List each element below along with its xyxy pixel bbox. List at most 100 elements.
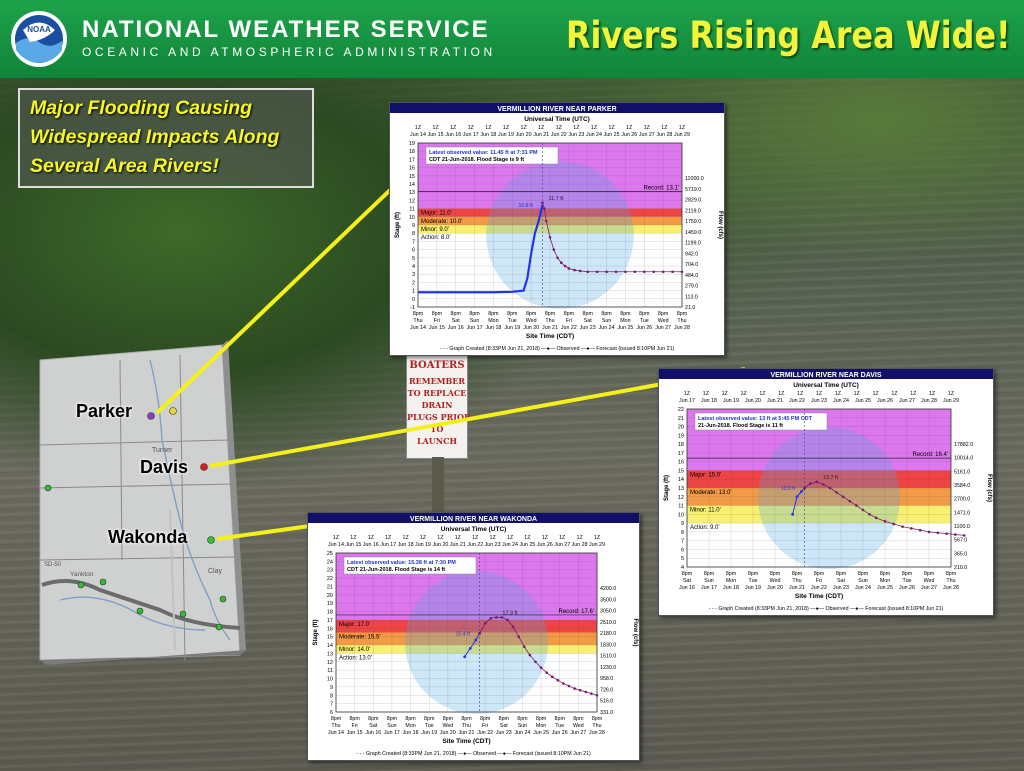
stage-tick-label: 12 bbox=[678, 495, 684, 501]
stage-tick-label: 4 bbox=[412, 264, 415, 270]
gauge-marker-green[interactable] bbox=[219, 595, 227, 603]
forecast-point bbox=[584, 690, 588, 694]
site-day-tick: Mon bbox=[405, 723, 415, 729]
site-date-tick: Jun 18 bbox=[723, 585, 739, 591]
site-date-tick: Jun 21 bbox=[789, 585, 805, 591]
stage-tick-label: 17 bbox=[409, 157, 415, 163]
utc-date-label: Jun 21 bbox=[533, 132, 549, 138]
gauge-marker-green[interactable] bbox=[99, 578, 107, 586]
gauge-marker-green[interactable] bbox=[136, 607, 144, 615]
forecast-point bbox=[680, 270, 684, 274]
utc-tick-label: 1Z bbox=[433, 125, 440, 131]
forecast-point bbox=[573, 268, 576, 272]
forecast-point bbox=[868, 513, 871, 516]
site-day-tick: Tue bbox=[903, 578, 912, 584]
sign-line-4: DRAIN bbox=[421, 400, 453, 410]
flow-tick-label: 4200.0 bbox=[600, 586, 616, 592]
stage-tick-label: 23 bbox=[327, 568, 333, 574]
stage-tick-label: 9 bbox=[330, 685, 333, 691]
utc-tick-label: 1Z bbox=[350, 535, 357, 541]
site-day-tick: Tue bbox=[640, 318, 649, 324]
sign-post bbox=[432, 457, 444, 517]
site-day-tick: Wed bbox=[770, 578, 781, 584]
gauge-marker-green[interactable] bbox=[215, 623, 223, 631]
utc-tick-label: 1Z bbox=[591, 125, 598, 131]
site-time-tick: 8pm bbox=[451, 311, 462, 317]
utc-date-label: Jun 27 bbox=[554, 542, 570, 548]
stage-tick-label: 11 bbox=[678, 504, 684, 510]
site-time-tick: 8pm bbox=[469, 311, 480, 317]
site-date-tick: Jun 27 bbox=[655, 325, 671, 331]
site-time-tick: 8pm bbox=[405, 716, 416, 722]
parker-gauge-marker[interactable] bbox=[147, 412, 155, 420]
observed-series-line bbox=[418, 204, 544, 294]
davis-gauge-marker[interactable] bbox=[200, 463, 208, 471]
gauge-marker-green[interactable] bbox=[179, 610, 187, 618]
map-panel-edge bbox=[222, 340, 246, 655]
forecast-point bbox=[910, 527, 913, 530]
gauge-marker-green[interactable] bbox=[44, 484, 52, 492]
forecast-point bbox=[552, 248, 556, 251]
site-time-tick: 8pm bbox=[924, 571, 935, 577]
site-date-tick: Jun 20 bbox=[523, 325, 539, 331]
utc-date-label: Jun 19 bbox=[415, 542, 431, 548]
hydrograph-svg-wakonda: VERMILLION RIVER NEAR WAKONDA Universal T… bbox=[308, 513, 639, 757]
site-time-tick: 8pm bbox=[424, 716, 435, 722]
stage-tick-label: 18 bbox=[409, 149, 415, 155]
stage-tick-label: 13 bbox=[409, 190, 415, 196]
utc-date-label: Jun 14 bbox=[328, 542, 344, 548]
wakonda-gauge-marker[interactable] bbox=[207, 536, 215, 544]
forecast-point bbox=[517, 635, 520, 638]
observed-point bbox=[468, 647, 472, 650]
flow-tick-label: 3500.0 bbox=[600, 597, 616, 603]
utc-tick-label: 1Z bbox=[538, 125, 545, 131]
minor-flood-band bbox=[687, 505, 951, 524]
plot-frame bbox=[686, 408, 952, 568]
site-time-tick: 8pm bbox=[748, 571, 759, 577]
commerce-watermark-icon bbox=[757, 426, 901, 570]
forecast-point bbox=[586, 270, 590, 274]
stage-tick-label: 14 bbox=[327, 643, 333, 649]
utc-date-label: Jun 20 bbox=[516, 132, 532, 138]
site-time-tick: 8pm bbox=[461, 716, 472, 722]
callout-line-3: Several Area Rivers! bbox=[30, 155, 219, 177]
site-date-tick: Jun 17 bbox=[701, 585, 717, 591]
flow-axis-label: Flow (cfs) bbox=[717, 211, 723, 239]
stage-tick-label: 7 bbox=[681, 539, 684, 545]
utc-date-label: Jun 26 bbox=[537, 542, 553, 548]
site-date-tick: Jun 19 bbox=[421, 730, 437, 736]
forecast-point bbox=[822, 483, 825, 486]
utc-date-label: Jun 22 bbox=[467, 542, 483, 548]
major-label: Major: 17.0' bbox=[339, 622, 370, 628]
utc-date-label: Jun 27 bbox=[899, 398, 915, 404]
forecast-point bbox=[548, 236, 552, 239]
site-date-tick: Jun 15 bbox=[429, 325, 445, 331]
site-time-tick: 8pm bbox=[536, 716, 547, 722]
forecast-point bbox=[661, 270, 665, 274]
map-panel-bottom bbox=[40, 650, 246, 665]
utc-date-label: Jun 19 bbox=[723, 398, 739, 404]
observed-series-line bbox=[464, 633, 480, 658]
gauge-marker-yellow[interactable] bbox=[169, 407, 177, 415]
site-day-tick: Thu bbox=[792, 578, 801, 584]
utc-date-label: Jun 26 bbox=[877, 398, 893, 404]
gauge-marker-green[interactable] bbox=[77, 581, 85, 589]
flow-tick-label: 3584.0 bbox=[954, 483, 970, 489]
site-time-axis-label: Site Time (CDT) bbox=[795, 593, 843, 600]
utc-tick-label: 1Z bbox=[835, 391, 842, 397]
stage-tick-label: 20 bbox=[327, 593, 333, 599]
observed-series-line bbox=[792, 487, 806, 515]
flow-tick-label: 21.0 bbox=[685, 305, 695, 311]
site-date-tick: Jun 27 bbox=[570, 730, 586, 736]
site-time-tick: 8pm bbox=[517, 716, 528, 722]
boaters-sign: BOATERS REMEMBER TO REPLACE DRAIN PLUGS … bbox=[406, 355, 471, 459]
stage-tick-label: 11 bbox=[327, 668, 333, 674]
stage-tick-label: 2 bbox=[412, 280, 415, 286]
stage-tick-label: 14 bbox=[409, 182, 415, 188]
forecast-point bbox=[590, 692, 593, 695]
commerce-watermark-icon bbox=[404, 570, 549, 715]
stage-tick-label: 8 bbox=[681, 530, 684, 536]
missouri-river bbox=[41, 579, 241, 630]
site-date-tick: Jun 15 bbox=[347, 730, 363, 736]
site-day-tick: Thu bbox=[413, 318, 422, 324]
